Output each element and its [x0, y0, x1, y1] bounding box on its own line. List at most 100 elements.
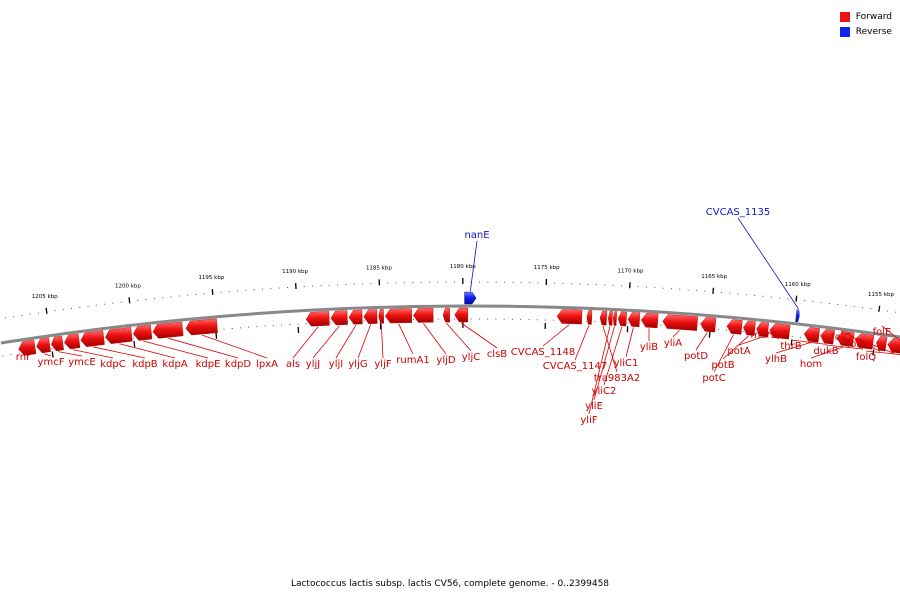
forward-gene-folC[interactable] — [876, 336, 888, 352]
guide-dot — [287, 287, 289, 289]
guide-dot — [701, 327, 703, 329]
forward-gene-hom[interactable] — [836, 331, 855, 347]
reverse-gene-nanE[interactable] — [464, 291, 477, 305]
axis-tick-label: 1185 kbp — [366, 265, 392, 271]
gene-leader-line — [44, 353, 52, 357]
forward-gene-kdpA[interactable] — [105, 327, 133, 344]
guide-dot — [312, 285, 314, 287]
forward-gene-yliB[interactable] — [640, 313, 659, 329]
forward-gene-kdpD[interactable] — [152, 321, 184, 339]
guide-dot — [503, 318, 505, 320]
forward-gene-ymcE[interactable] — [51, 335, 64, 352]
forward-gene-rnr[interactable] — [18, 339, 37, 356]
guide-dot — [754, 294, 756, 296]
guide-dot — [437, 318, 439, 320]
forward-gene-kdpE[interactable] — [132, 324, 153, 341]
forward-gene-yliF[interactable] — [608, 311, 613, 326]
forward-gene-yljJ[interactable] — [330, 310, 348, 326]
forward-gene-lpxA[interactable] — [185, 318, 218, 336]
forward-gene-potA[interactable] — [756, 321, 769, 338]
guide-dot — [395, 282, 397, 284]
gene-leader-line — [810, 346, 845, 359]
axis-tick — [795, 295, 798, 302]
forward-gene-potB[interactable] — [743, 320, 756, 336]
guide-dot — [679, 288, 681, 290]
guide-dot — [262, 288, 264, 290]
axis-tick-inner — [51, 351, 54, 358]
forward-gene-yliC1[interactable] — [627, 312, 641, 328]
gene-leader-line — [574, 325, 590, 361]
forward-gene-yljD[interactable] — [413, 308, 434, 323]
forward-gene-yliE[interactable] — [612, 311, 618, 326]
forward-gene-kdpB[interactable] — [80, 330, 105, 347]
guide-dot — [470, 318, 472, 320]
forward-gene-murB[interactable] — [769, 323, 791, 340]
guide-dot — [297, 323, 299, 325]
guide-dot — [54, 310, 56, 312]
reverse-swatch — [839, 26, 850, 37]
forward-gene-tra983A2[interactable] — [599, 310, 608, 326]
forward-gene-als[interactable] — [305, 311, 330, 327]
forward-gene-thrB[interactable] — [820, 329, 835, 345]
guide-dot — [820, 301, 822, 303]
forward-gene-kdpC[interactable] — [64, 333, 81, 350]
guide-dot — [29, 313, 31, 315]
forward-gene-ylhB[interactable] — [803, 327, 820, 343]
forward-gene-yljC[interactable] — [442, 307, 450, 323]
forward-gene-CVCAS_1147[interactable] — [586, 310, 593, 325]
forward-gene-rumA1[interactable] — [385, 308, 413, 324]
axis-tick-label: 1195 kbp — [198, 275, 224, 281]
guide-dot — [804, 300, 806, 302]
gene-leader-line — [790, 339, 827, 345]
guide-dot — [895, 311, 897, 313]
forward-gene-CVCAS_1148[interactable] — [556, 309, 583, 325]
guide-dot — [828, 302, 830, 304]
guide-dot — [195, 293, 197, 295]
forward-gene-yliA[interactable] — [662, 314, 699, 331]
gene-leader-line — [763, 328, 779, 340]
forward-gene-potC[interactable] — [726, 319, 743, 335]
guide-dot — [812, 301, 814, 303]
axis-tick — [211, 288, 214, 296]
forward-gene-potD[interactable] — [700, 317, 717, 333]
gene-label: kdpA — [162, 359, 187, 370]
gene-label: rnr — [16, 352, 31, 363]
gene-leader-line — [22, 350, 29, 357]
guide-dot — [787, 298, 789, 300]
guide-dot — [791, 335, 793, 337]
forward-gene-ymcF[interactable] — [36, 337, 51, 354]
guide-dot — [223, 328, 225, 330]
guide-dot — [528, 319, 530, 321]
guide-dot — [330, 321, 332, 323]
forward-gene-clsB[interactable] — [454, 307, 469, 323]
axis-tick-inner — [133, 340, 136, 348]
gene-label: ylhB — [765, 354, 787, 365]
guide-dot — [278, 287, 280, 289]
axis-tick-label: 1160 kbp — [785, 282, 811, 288]
forward-gene-folP[interactable] — [887, 337, 900, 354]
gene-leader-line — [312, 325, 340, 359]
gene-leader-line — [625, 327, 634, 358]
gene-label: murB — [750, 330, 777, 341]
guide-dot — [412, 319, 414, 321]
guide-dot — [112, 302, 114, 304]
gene-label: kdpE — [196, 359, 221, 370]
gene-leader-line — [588, 326, 611, 415]
guide-dot — [487, 281, 489, 283]
guide-dot — [554, 282, 556, 284]
forward-gene-yljF[interactable] — [378, 309, 385, 324]
guide-dot — [512, 281, 514, 283]
axis-tick — [878, 305, 881, 312]
axis-tick-label: 1205 kbp — [32, 294, 58, 300]
gene-label: yljC — [462, 352, 480, 363]
forward-gene-yljG[interactable] — [363, 309, 378, 324]
guide-dot — [18, 352, 20, 354]
guide-dot — [428, 281, 430, 283]
forward-gene-yliC2[interactable] — [617, 311, 627, 327]
legend-reverse: Reverse — [839, 24, 892, 39]
reverse-gene-CVCAS_1135[interactable] — [795, 309, 800, 323]
guide-dot — [231, 328, 233, 330]
forward-gene-yljI[interactable] — [348, 309, 363, 325]
guide-dot — [270, 288, 272, 290]
gene-label: yliC2 — [592, 386, 617, 397]
